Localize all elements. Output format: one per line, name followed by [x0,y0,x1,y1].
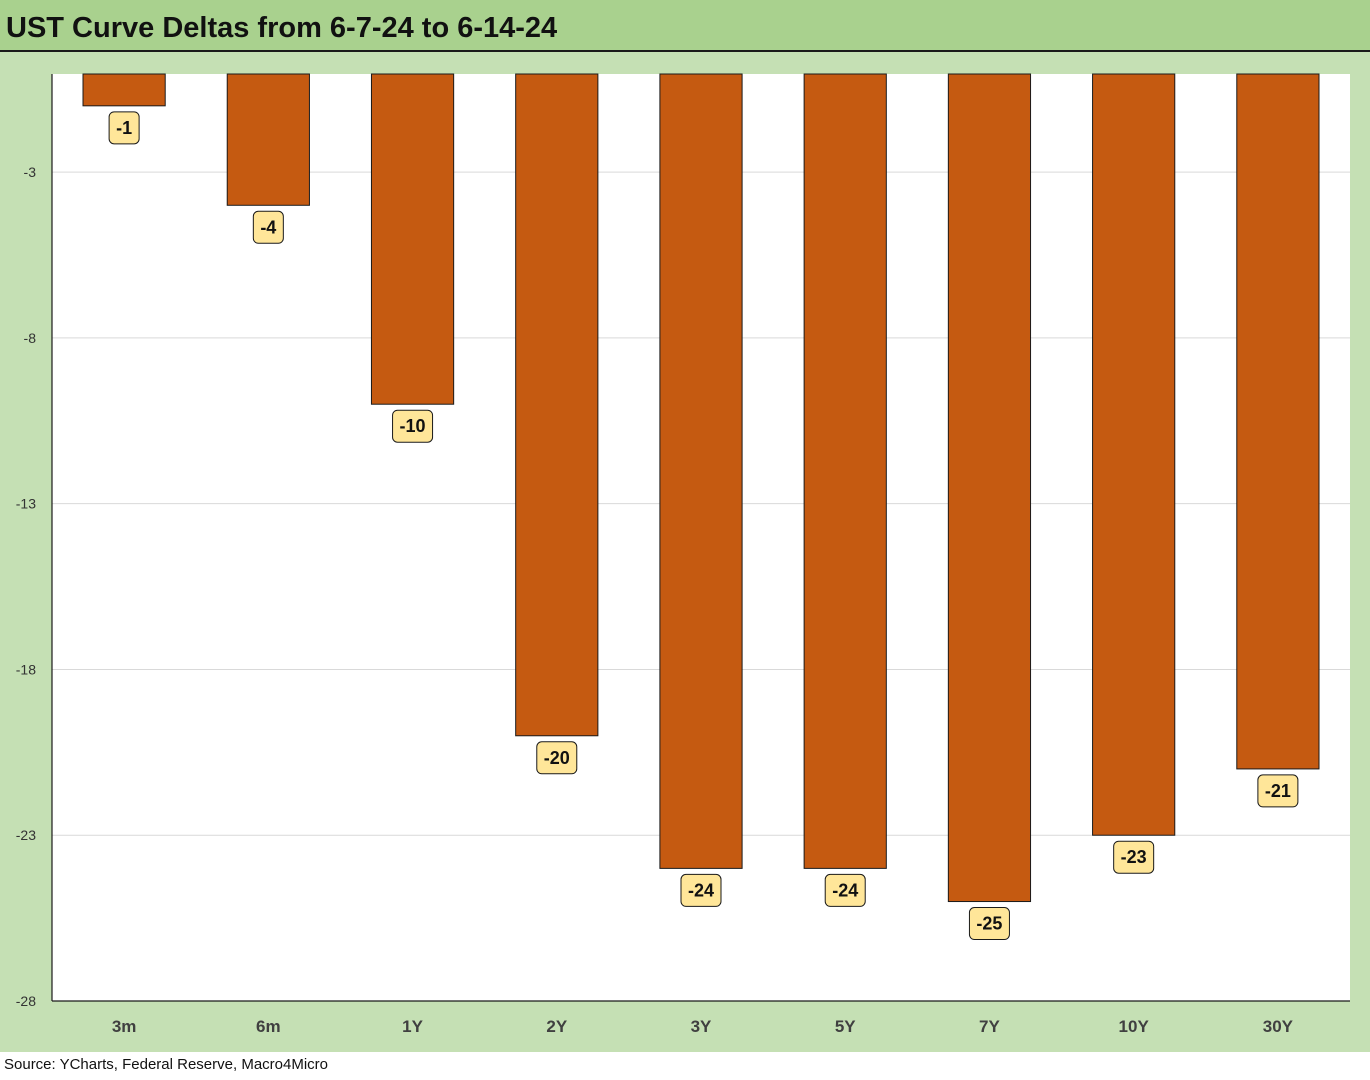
x-tick-label: 3Y [691,1017,712,1036]
data-label-box [968,907,1010,941]
data-label: -1 [116,118,132,138]
data-label: -23 [1121,847,1147,867]
y-tick-label: -23 [16,827,36,843]
y-tick-label: -28 [16,993,36,1009]
x-tick-label: 3m [112,1017,137,1036]
data-label: -21 [1265,781,1291,801]
source-bar: Source: YCharts, Federal Reserve, Macro4… [0,1052,1370,1080]
x-tick-label: 6m [256,1017,281,1036]
data-label: -10 [400,416,426,436]
y-tick-label: -8 [24,330,37,346]
data-label-box [1257,774,1299,808]
x-tick-label: 10Y [1119,1017,1150,1036]
data-label-box [1113,840,1155,874]
title-bar: UST Curve Deltas from 6-7-24 to 6-14-24 [0,0,1370,52]
data-label-box [108,111,140,145]
data-label: -4 [260,217,276,237]
data-label: -20 [544,748,570,768]
x-tick-label: 1Y [402,1017,423,1036]
bar-chart: -3 -8 -13 -18 -23 -28 -1 3m -4 6m -10 1Y -20 2Y -24 3Y -… [16,73,1350,1036]
bar-30y [1236,73,1320,770]
bar-3m [82,73,166,107]
bar-7y [947,73,1032,903]
x-tick-label: 5Y [835,1017,856,1036]
bar-10y [1092,73,1176,836]
data-label-box [536,741,578,775]
bar-3y [659,73,743,869]
chart-title: UST Curve Deltas from 6-7-24 to 6-14-24 [6,12,558,44]
data-label-box [680,873,722,907]
data-label-box [252,210,284,244]
x-tick-label: 7Y [979,1017,1000,1036]
data-label: -24 [832,880,858,900]
bar-5y [803,73,887,869]
source-note: Source: YCharts, Federal Reserve, Macro4… [4,1056,329,1073]
data-label: -25 [976,914,1002,934]
bar-1y [370,73,455,405]
chart-area: -3 -8 -13 -18 -23 -28 -1 3m -4 6m -10 1Y -20 2Y -24 3Y -… [0,52,1370,1052]
data-label: -24 [688,880,714,900]
bar-6m [226,73,310,206]
bar-2y [515,73,599,737]
y-tick-label: -13 [16,496,36,512]
y-tick-label: -3 [24,164,37,180]
x-tick-label: 30Y [1263,1017,1294,1036]
x-tick-label: 2Y [546,1017,567,1036]
data-label-box [824,873,866,907]
data-label-box [392,409,434,443]
y-tick-label: -18 [16,661,36,677]
